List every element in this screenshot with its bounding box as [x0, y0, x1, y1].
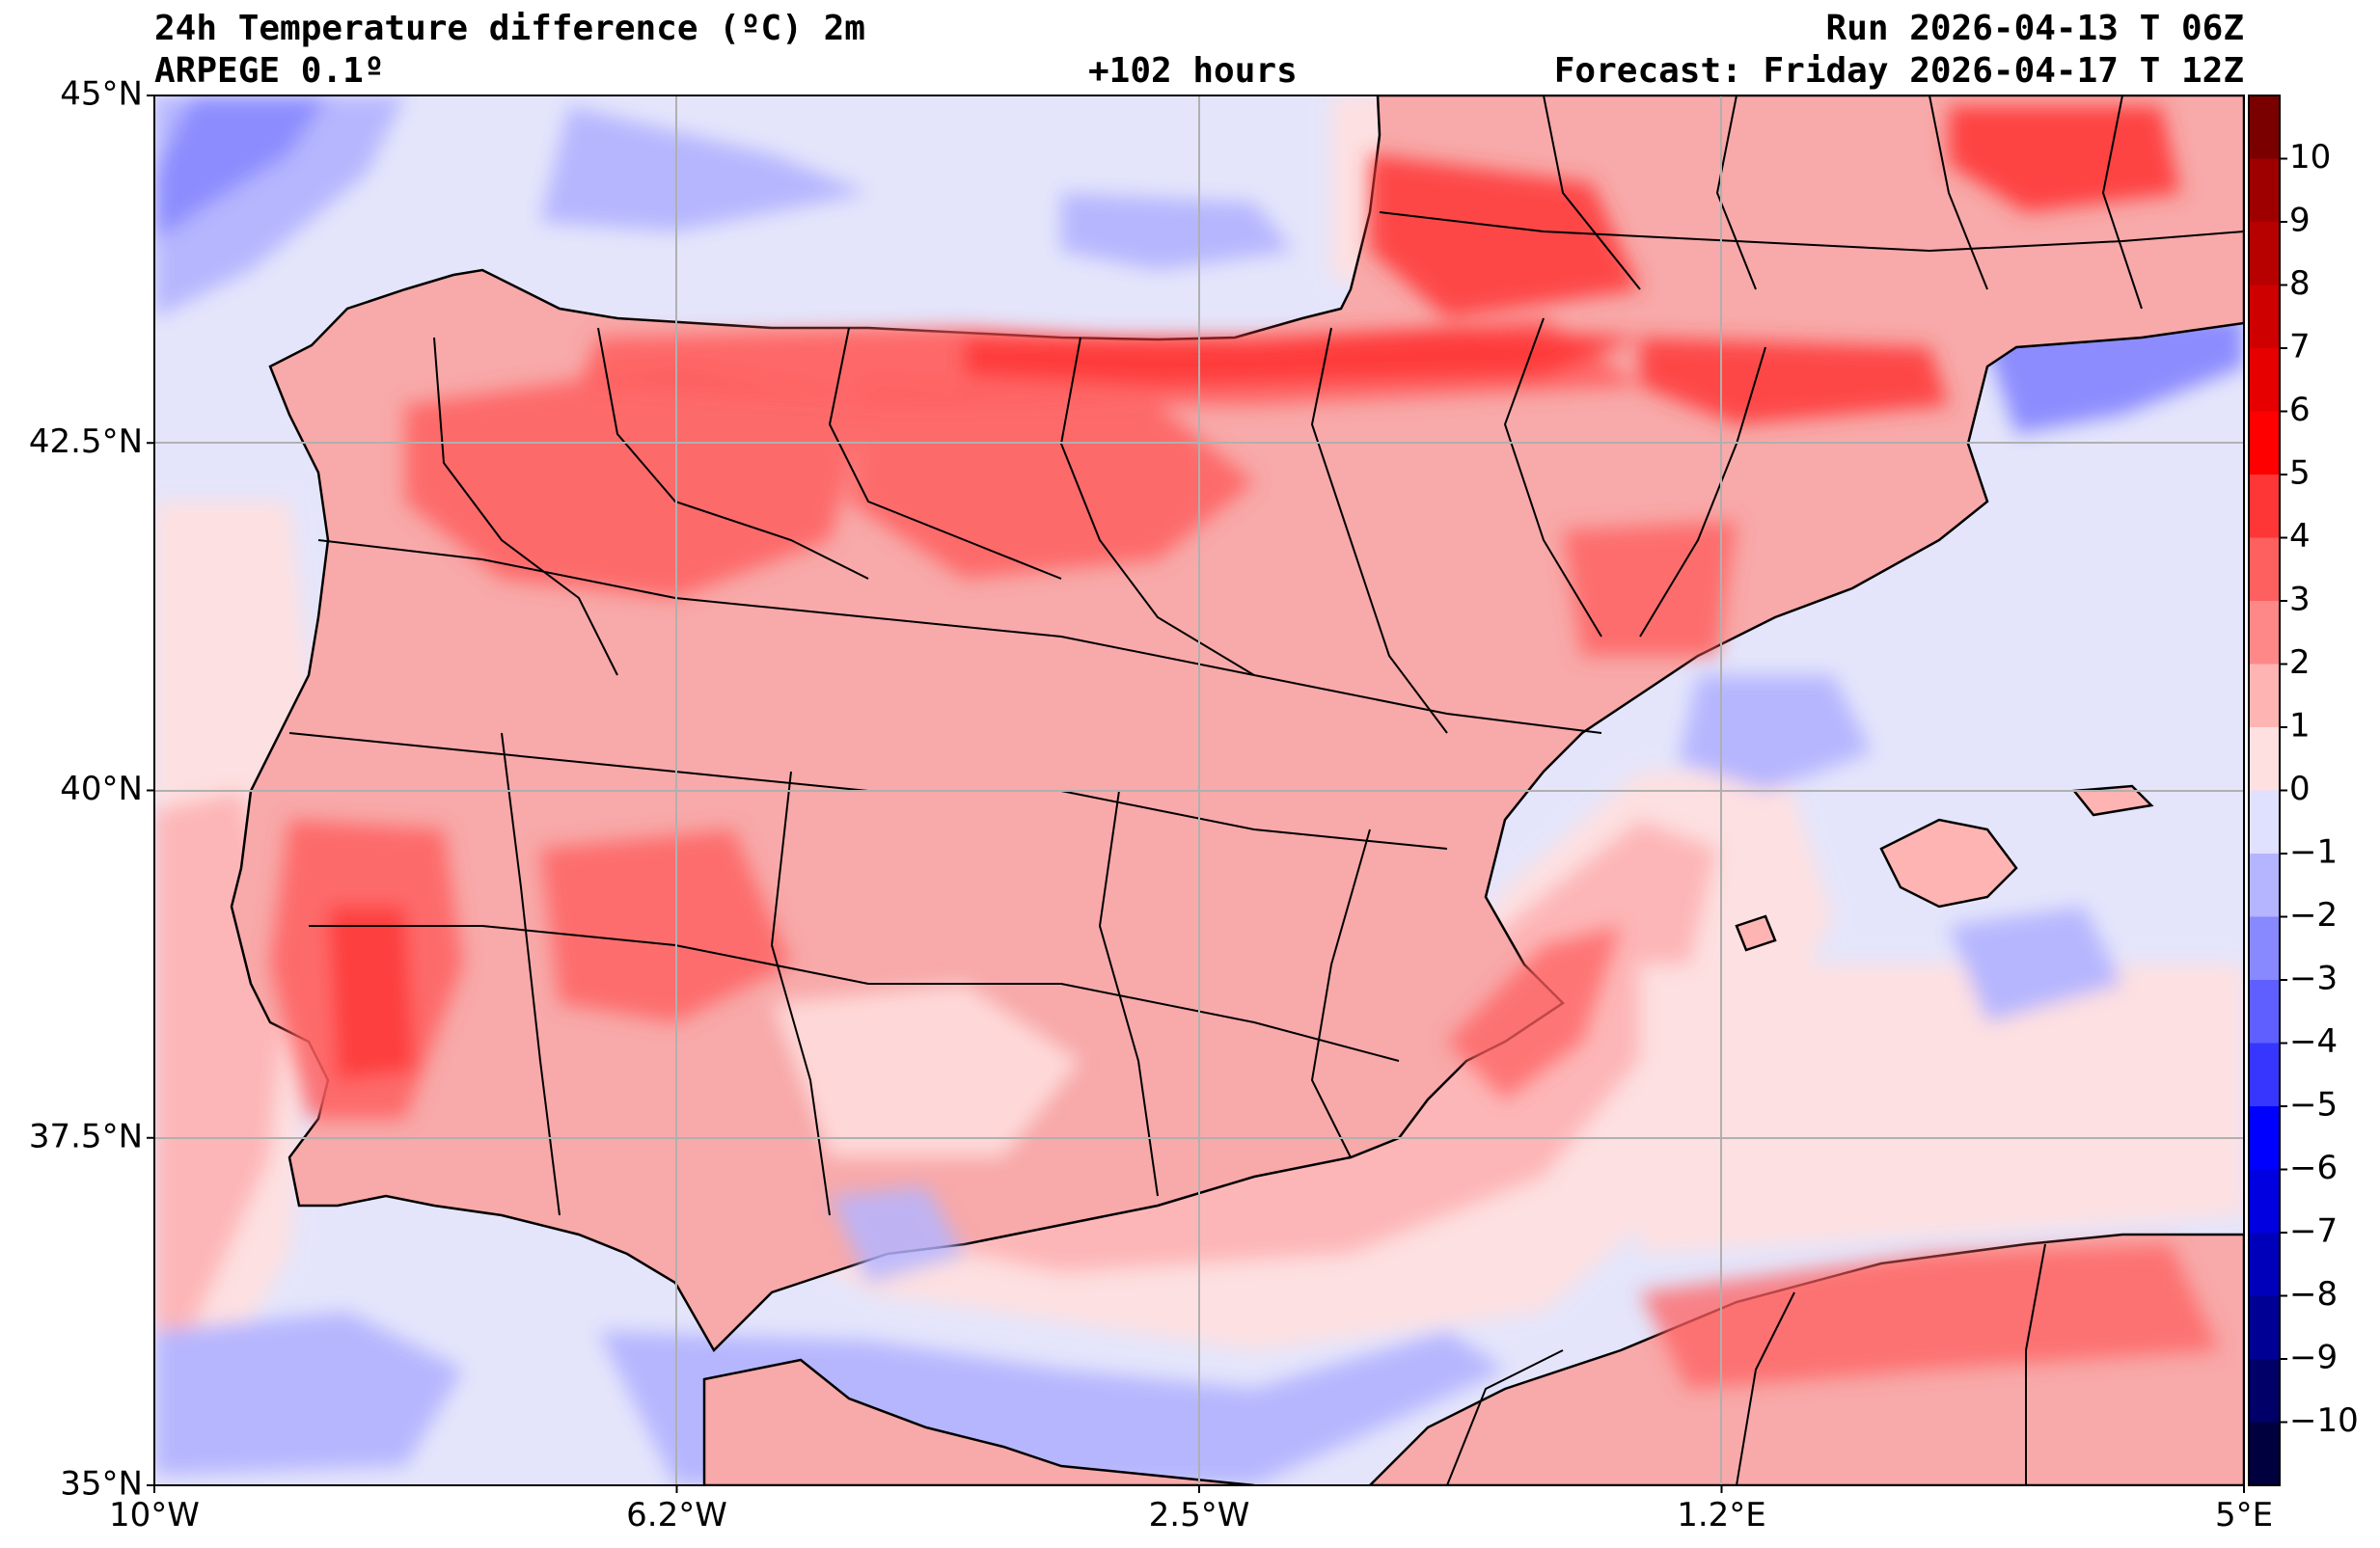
colorbar-label: −9	[2289, 1339, 2338, 1377]
colorbar-segment	[2249, 158, 2280, 223]
colorbar-label: −5	[2289, 1086, 2338, 1125]
colorbar-label: 7	[2289, 328, 2311, 367]
colorbar-segment	[2249, 1233, 2280, 1296]
latitude-tick-labels: 45°N 42.5°N 40°N 37.5°N 35°N	[29, 75, 154, 1504]
colorbar-label: −3	[2289, 960, 2338, 998]
lon-tick-label: 2.5°W	[1149, 1496, 1250, 1534]
field-layer	[154, 95, 2244, 1485]
colorbar-segment	[2249, 348, 2280, 412]
run-label: Run 2026-04-13 T 06Z	[1825, 9, 2244, 48]
colorbar-label: 5	[2289, 454, 2311, 493]
colorbar-label: 9	[2289, 202, 2311, 240]
land-anomaly-patches	[270, 106, 2219, 1389]
ibiza	[1735, 914, 1777, 952]
colorbar-segment	[2249, 854, 2280, 917]
colorbar-label: −6	[2289, 1149, 2338, 1187]
mallorca	[1879, 818, 2018, 909]
colorbar-label: 10	[2289, 138, 2331, 177]
colorbar-label: −2	[2289, 896, 2338, 935]
lon-tick-label: 5°E	[2215, 1496, 2273, 1534]
colorbar-segment	[2249, 727, 2280, 791]
lat-tick-label: 45°N	[60, 75, 143, 114]
forecast-label: Forecast: Friday 2026-04-17 T 12Z	[1553, 51, 2244, 91]
colorbar-segment	[2249, 475, 2280, 538]
colorbar-label: −1	[2289, 833, 2338, 872]
colorbar-segment	[2249, 95, 2280, 159]
lon-tick-label: 1.2°E	[1677, 1496, 1766, 1534]
colorbar-segment	[2249, 916, 2280, 981]
graticule	[154, 95, 2244, 1485]
colorbar-segment	[2249, 1169, 2280, 1234]
colorbar-label: 6	[2289, 391, 2311, 429]
colorbar-segment	[2249, 980, 2280, 1044]
model-label: ARPEGE 0.1º	[154, 51, 385, 91]
colorbar-segment	[2249, 537, 2280, 602]
lon-tick-label: 6.2°W	[626, 1496, 727, 1534]
menorca	[2071, 784, 2154, 817]
colorbar-label: 1	[2289, 707, 2311, 746]
colorbar-label: −10	[2289, 1401, 2359, 1440]
lon-tick-label: 10°W	[109, 1496, 200, 1534]
colorbar-segment	[2249, 1359, 2280, 1423]
lat-tick-label: 42.5°N	[29, 422, 143, 461]
lat-tick-label: 35°N	[60, 1465, 143, 1504]
colorbar-label: 0	[2289, 770, 2311, 808]
colorbar-segment	[2249, 411, 2280, 475]
colorbar-segment	[2249, 285, 2280, 349]
colorbar-segment	[2249, 1106, 2280, 1170]
colorbar-label: −8	[2289, 1275, 2338, 1314]
lat-tick-label: 37.5°N	[29, 1117, 143, 1155]
colorbar-segment	[2249, 664, 2280, 728]
colorbar-label: 2	[2289, 643, 2311, 682]
colorbar-segment	[2249, 1422, 2280, 1486]
colorbar-label: −7	[2289, 1212, 2338, 1251]
colorbar-segment	[2249, 1295, 2280, 1360]
north-africa	[702, 1358, 1255, 1485]
colorbar-segment	[2249, 601, 2280, 665]
longitude-tick-labels: 10°W 6.2°W 2.5°W 1.2°E 5°E	[109, 1485, 2273, 1534]
colorbar-segment	[2249, 1043, 2280, 1107]
map-title: 24h Temperature difference (ºC) 2m	[154, 9, 865, 48]
colorbar-label: 8	[2289, 264, 2311, 303]
lat-tick-label: 40°N	[60, 770, 143, 808]
colorbar-label: 4	[2289, 517, 2311, 556]
colorbar-segment	[2249, 222, 2280, 285]
colorbar-label: −4	[2289, 1022, 2338, 1061]
colorbar-label: 3	[2289, 581, 2311, 619]
lead-time-label: +102 hours	[1088, 51, 1298, 91]
colorbar-segment	[2249, 790, 2280, 855]
